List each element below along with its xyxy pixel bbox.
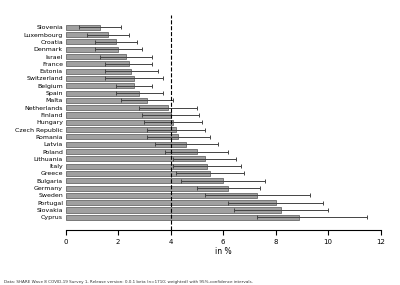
Bar	[66, 215, 299, 220]
Bar	[66, 91, 139, 96]
Bar	[66, 186, 228, 191]
Bar	[66, 105, 168, 110]
Bar	[66, 127, 176, 132]
Bar	[66, 200, 276, 205]
Bar	[66, 32, 108, 37]
Bar	[66, 47, 118, 52]
Bar	[66, 54, 126, 59]
Bar	[66, 39, 116, 44]
Bar	[66, 171, 210, 176]
Bar	[66, 164, 207, 169]
Bar	[66, 149, 197, 154]
Bar	[66, 120, 173, 125]
Bar	[66, 193, 257, 198]
Bar	[66, 142, 186, 147]
Bar	[66, 156, 205, 161]
Bar	[66, 25, 100, 30]
Bar	[66, 178, 223, 183]
Bar	[66, 207, 281, 213]
Bar	[66, 98, 147, 103]
Bar	[66, 113, 171, 118]
Text: Data: SHARE Wave 8 COVID-19 Survey 1, Release version: 0.0.1 beta (n=1710; weigh: Data: SHARE Wave 8 COVID-19 Survey 1, Re…	[4, 280, 253, 284]
Bar	[66, 76, 134, 81]
Bar	[66, 83, 134, 88]
Bar	[66, 61, 129, 66]
X-axis label: in %: in %	[215, 247, 232, 256]
Bar	[66, 135, 178, 139]
Bar	[66, 69, 131, 74]
